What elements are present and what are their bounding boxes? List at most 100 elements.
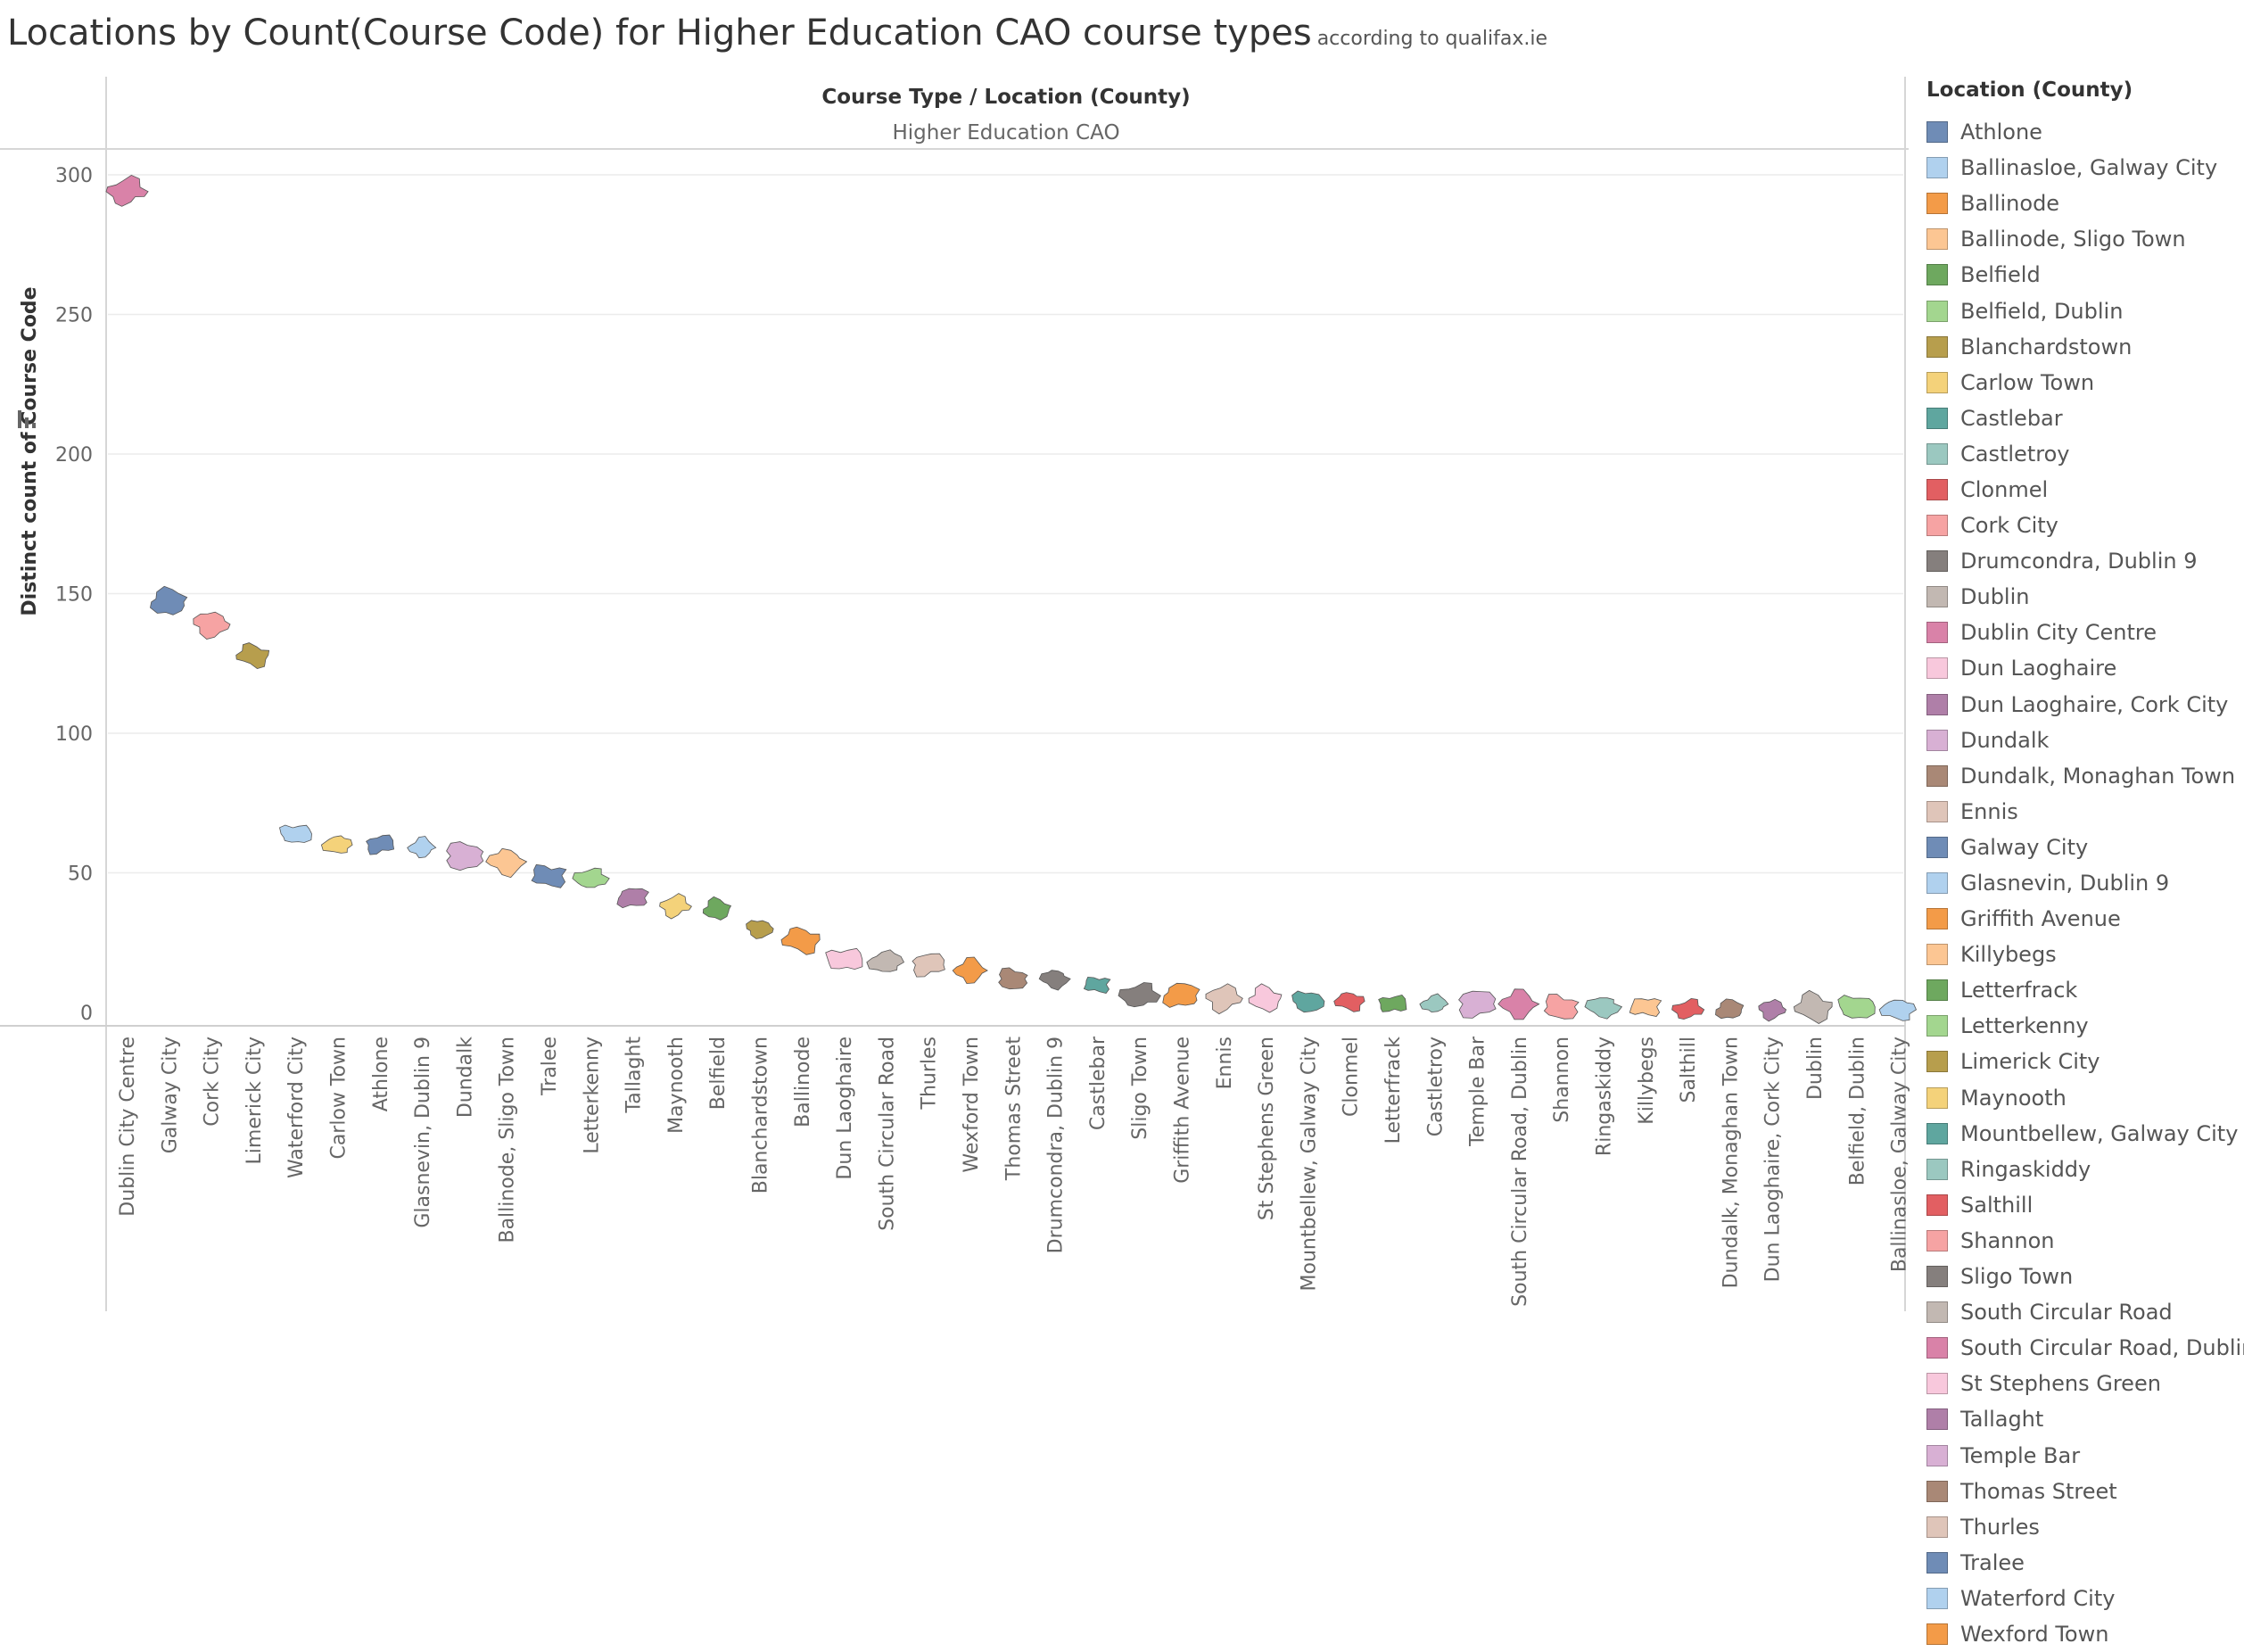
legend-item[interactable]: Killybegs bbox=[1926, 937, 2244, 972]
legend-item[interactable]: Letterfrack bbox=[1926, 972, 2244, 1008]
legend-item[interactable]: Tralee bbox=[1926, 1545, 2244, 1581]
legend-label: Killybegs bbox=[1960, 942, 2057, 968]
legend-label: Ballinasloe, Galway City bbox=[1960, 155, 2218, 181]
legend-item[interactable]: St Stephens Green bbox=[1926, 1366, 2244, 1401]
legend-item[interactable]: Waterford City bbox=[1926, 1581, 2244, 1616]
data-mark[interactable] bbox=[1543, 994, 1580, 1020]
data-mark[interactable] bbox=[1205, 983, 1243, 1015]
legend-item[interactable]: Dun Laoghaire bbox=[1926, 650, 2244, 686]
legend-item[interactable]: Mountbellew, Galway City bbox=[1926, 1116, 2244, 1152]
legend-item[interactable]: Griffith Avenue bbox=[1926, 901, 2244, 937]
data-mark[interactable] bbox=[952, 956, 988, 985]
data-mark[interactable] bbox=[150, 585, 188, 615]
legend-item[interactable]: Castletroy bbox=[1926, 436, 2244, 472]
data-mark[interactable] bbox=[366, 834, 395, 855]
legend-item[interactable]: Maynooth bbox=[1926, 1080, 2244, 1116]
legend-item[interactable]: Ennis bbox=[1926, 794, 2244, 830]
data-mark[interactable] bbox=[702, 896, 732, 921]
data-mark[interactable] bbox=[1497, 988, 1540, 1020]
legend-item[interactable]: Dundalk bbox=[1926, 723, 2244, 758]
data-mark[interactable] bbox=[485, 847, 528, 879]
data-mark[interactable] bbox=[780, 926, 821, 955]
data-mark[interactable] bbox=[105, 174, 149, 207]
legend-swatch bbox=[1926, 264, 1948, 286]
legend-item[interactable]: Thurles bbox=[1926, 1509, 2244, 1545]
data-mark[interactable] bbox=[193, 611, 231, 640]
data-mark[interactable] bbox=[1715, 998, 1745, 1020]
legend-item[interactable]: Drumcondra, Dublin 9 bbox=[1926, 543, 2244, 579]
legend-label: Dublin bbox=[1960, 584, 2030, 610]
legend-label: Maynooth bbox=[1960, 1085, 2067, 1111]
legend-item[interactable]: Carlow Town bbox=[1926, 365, 2244, 401]
data-mark[interactable] bbox=[1671, 997, 1705, 1020]
legend-item[interactable]: Shannon bbox=[1926, 1223, 2244, 1259]
legend-item[interactable]: Cork City bbox=[1926, 508, 2244, 543]
legend-item[interactable]: Sligo Town bbox=[1926, 1259, 2244, 1294]
data-mark[interactable] bbox=[746, 920, 774, 939]
data-mark[interactable] bbox=[1758, 998, 1787, 1022]
data-mark[interactable] bbox=[912, 953, 945, 978]
data-mark[interactable] bbox=[1038, 970, 1071, 991]
data-mark[interactable] bbox=[235, 642, 270, 670]
legend-item[interactable]: South Circular Road bbox=[1926, 1294, 2244, 1330]
legend-item[interactable]: Letterkenny bbox=[1926, 1008, 2244, 1044]
data-mark[interactable] bbox=[407, 836, 437, 859]
x-tick-label: Limerick City bbox=[243, 1037, 266, 1164]
data-mark[interactable] bbox=[279, 824, 312, 843]
legend-item[interactable]: Belfield bbox=[1926, 257, 2244, 293]
legend-label: Carlow Town bbox=[1960, 369, 2095, 395]
data-mark[interactable] bbox=[1837, 995, 1876, 1019]
data-mark[interactable] bbox=[825, 947, 863, 971]
data-mark[interactable] bbox=[1083, 976, 1111, 994]
data-mark[interactable] bbox=[572, 867, 610, 888]
sort-descending-icon[interactable] bbox=[18, 410, 36, 428]
data-mark[interactable] bbox=[998, 967, 1028, 990]
legend-item[interactable]: Ringaskiddy bbox=[1926, 1152, 2244, 1187]
legend-item[interactable]: South Circular Road, Dublin bbox=[1926, 1330, 2244, 1366]
data-mark[interactable] bbox=[1793, 989, 1833, 1024]
data-mark[interactable] bbox=[1878, 999, 1918, 1021]
legend-item[interactable]: Ballinasloe, Galway City bbox=[1926, 150, 2244, 186]
data-mark[interactable] bbox=[1584, 997, 1623, 1020]
legend-item[interactable]: Salthill bbox=[1926, 1187, 2244, 1223]
legend-item[interactable]: Ballinode, Sligo Town bbox=[1926, 221, 2244, 257]
legend-item[interactable]: Belfield, Dublin bbox=[1926, 293, 2244, 328]
data-mark[interactable] bbox=[1248, 983, 1283, 1013]
legend-item[interactable]: Glasnevin, Dublin 9 bbox=[1926, 865, 2244, 901]
data-mark[interactable] bbox=[320, 835, 353, 854]
legend-item[interactable]: Dublin City Centre bbox=[1926, 615, 2244, 650]
legend-label: Ballinode bbox=[1960, 191, 2060, 217]
data-mark[interactable] bbox=[1118, 982, 1161, 1008]
data-mark[interactable] bbox=[659, 893, 692, 920]
legend-item[interactable]: Dublin bbox=[1926, 579, 2244, 615]
legend-item[interactable]: Blanchardstown bbox=[1926, 329, 2244, 365]
legend-item[interactable]: Athlone bbox=[1926, 114, 2244, 150]
data-mark[interactable] bbox=[1458, 990, 1497, 1019]
legend-item[interactable]: Clonmel bbox=[1926, 472, 2244, 508]
legend-item[interactable]: Dun Laoghaire, Cork City bbox=[1926, 687, 2244, 723]
legend-item[interactable]: Dundalk, Monaghan Town bbox=[1926, 758, 2244, 794]
data-mark[interactable] bbox=[531, 863, 567, 888]
legend-item[interactable]: Temple Bar bbox=[1926, 1437, 2244, 1473]
y-tick-label: 200 bbox=[55, 444, 93, 467]
data-mark[interactable] bbox=[1162, 982, 1200, 1008]
data-mark[interactable] bbox=[1333, 992, 1365, 1012]
data-mark[interactable] bbox=[1629, 998, 1662, 1017]
legend-swatch bbox=[1926, 1158, 1948, 1180]
legend-item[interactable]: Tallaght bbox=[1926, 1401, 2244, 1437]
data-mark[interactable] bbox=[446, 841, 484, 871]
x-tick-label: Letterkenny bbox=[581, 1037, 603, 1154]
legend-item[interactable]: Ballinode bbox=[1926, 186, 2244, 221]
legend-item[interactable]: Wexford Town bbox=[1926, 1616, 2244, 1652]
data-mark[interactable] bbox=[1291, 990, 1325, 1013]
data-mark[interactable] bbox=[1419, 993, 1449, 1013]
data-mark[interactable] bbox=[1378, 994, 1407, 1012]
legend-swatch bbox=[1926, 657, 1948, 680]
legend-swatch bbox=[1926, 944, 1948, 966]
data-mark[interactable] bbox=[866, 949, 905, 972]
data-mark[interactable] bbox=[616, 888, 649, 909]
legend-item[interactable]: Limerick City bbox=[1926, 1044, 2244, 1079]
legend-item[interactable]: Thomas Street bbox=[1926, 1474, 2244, 1509]
legend-item[interactable]: Galway City bbox=[1926, 830, 2244, 865]
legend-item[interactable]: Castlebar bbox=[1926, 401, 2244, 436]
